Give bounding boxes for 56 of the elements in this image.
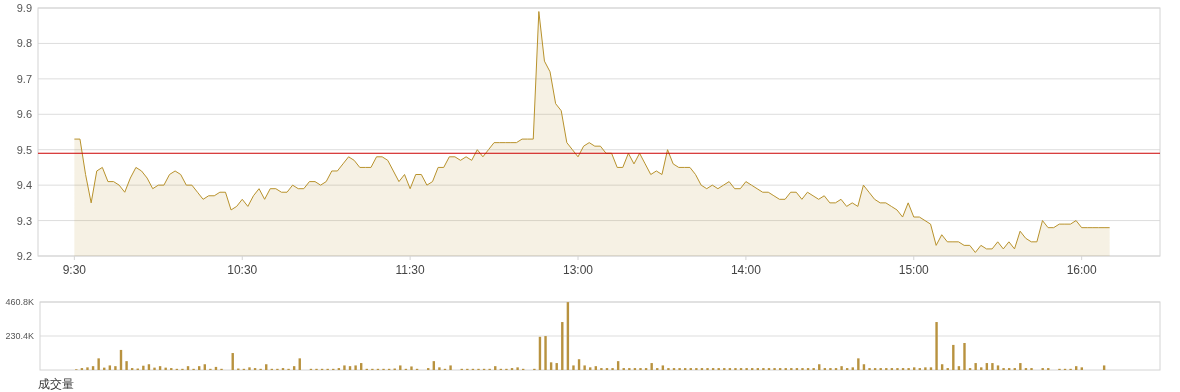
bar <box>1019 363 1022 370</box>
bar <box>164 367 167 370</box>
y-tick-label: 9.7 <box>16 72 32 85</box>
bar <box>125 361 128 370</box>
x-tick-label: 11:30 <box>395 263 426 277</box>
bar <box>974 363 977 370</box>
bar <box>449 365 452 370</box>
bar <box>996 365 1000 370</box>
bar <box>343 365 346 370</box>
bar <box>438 367 441 370</box>
x-tick-label: 10:30 <box>227 263 258 277</box>
y-tick-label: 460.8K <box>5 297 34 308</box>
bar <box>248 367 251 370</box>
y-tick-label: 9.3 <box>16 214 32 227</box>
bar <box>991 363 994 370</box>
bar <box>924 367 927 370</box>
y-tick-label: 9.5 <box>16 143 32 156</box>
bar <box>108 365 112 370</box>
y-tick-label: 9.4 <box>16 179 32 192</box>
bar <box>86 367 89 370</box>
bar <box>935 322 938 370</box>
bar <box>857 358 860 370</box>
bar <box>980 367 983 370</box>
bar <box>572 365 575 370</box>
y-tick-label: 9.8 <box>16 37 32 50</box>
bar <box>913 367 916 370</box>
bar <box>544 336 547 370</box>
bar <box>1102 365 1106 370</box>
bar <box>1080 367 1083 370</box>
bar <box>142 365 145 370</box>
bar <box>589 367 592 370</box>
x-tick-label: 15:00 <box>898 263 930 277</box>
y-tick-label: 230.4K <box>5 331 34 342</box>
x-tick-label: 14:00 <box>730 263 762 277</box>
bar <box>153 367 156 370</box>
bar <box>952 344 955 370</box>
bar <box>516 367 519 370</box>
bar <box>840 366 843 370</box>
bar <box>851 367 854 370</box>
x-tick-label: 9:30 <box>62 263 87 277</box>
bar <box>399 365 402 370</box>
x-tick-label: 13:00 <box>563 263 594 277</box>
bar <box>963 343 966 370</box>
y-tick-label: 9.6 <box>16 108 32 121</box>
bar <box>97 358 100 370</box>
y-tick-label: 9.9 <box>16 1 32 14</box>
x-axis-title: 成交量 <box>38 377 74 391</box>
bar <box>354 365 357 370</box>
bar <box>114 366 117 370</box>
bar <box>929 367 933 370</box>
bar <box>410 366 413 370</box>
y-tick-label: 9.2 <box>16 249 32 262</box>
bar <box>661 365 665 370</box>
x-tick-label: 16:00 <box>1066 263 1097 277</box>
bar <box>650 363 653 370</box>
bar <box>583 365 586 370</box>
